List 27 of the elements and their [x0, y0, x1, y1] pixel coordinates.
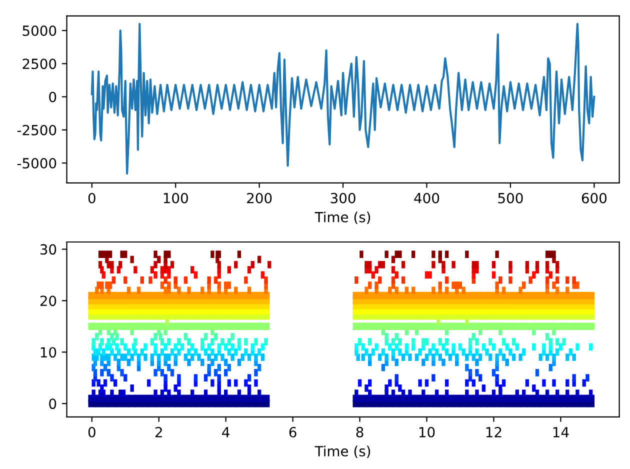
x-tick-label: 6 [289, 426, 296, 438]
y-tick-label: 5000 [22, 25, 56, 36]
y-tick-label: 2500 [22, 58, 56, 70]
x-tick-label: 100 [164, 192, 188, 204]
x-axis-title: Time (s) [314, 212, 370, 224]
x-tick-label: 10 [419, 426, 435, 438]
x-tick-label: 8 [356, 426, 364, 438]
y-tick-label: 10 [40, 347, 56, 358]
y-tick-label: -2500 [17, 124, 56, 136]
x-tick-label: 14 [553, 427, 569, 438]
x-tick-label: 0 [88, 192, 96, 204]
x-tick-label: 2 [155, 426, 162, 438]
x-tick-label: 500 [498, 192, 523, 204]
line-series [90, 22, 596, 175]
x-tick-label: 400 [414, 192, 440, 204]
x-tick-label: 600 [582, 192, 607, 204]
y-tick-label: 0 [49, 398, 56, 410]
y-tick-label: 20 [40, 296, 56, 306]
y-tick-label: 0 [49, 92, 56, 102]
x-tick-label: 4 [222, 427, 230, 438]
y-tick-label: 30 [40, 244, 56, 255]
x-tick-label: 0 [88, 426, 96, 438]
x-tick-label: 12 [486, 426, 502, 438]
x-tick-label: 200 [247, 192, 272, 204]
x-tick-label: 300 [330, 192, 356, 204]
x-axis-title: Time (s) [314, 446, 370, 458]
y-tick-label: -5000 [17, 158, 56, 169]
